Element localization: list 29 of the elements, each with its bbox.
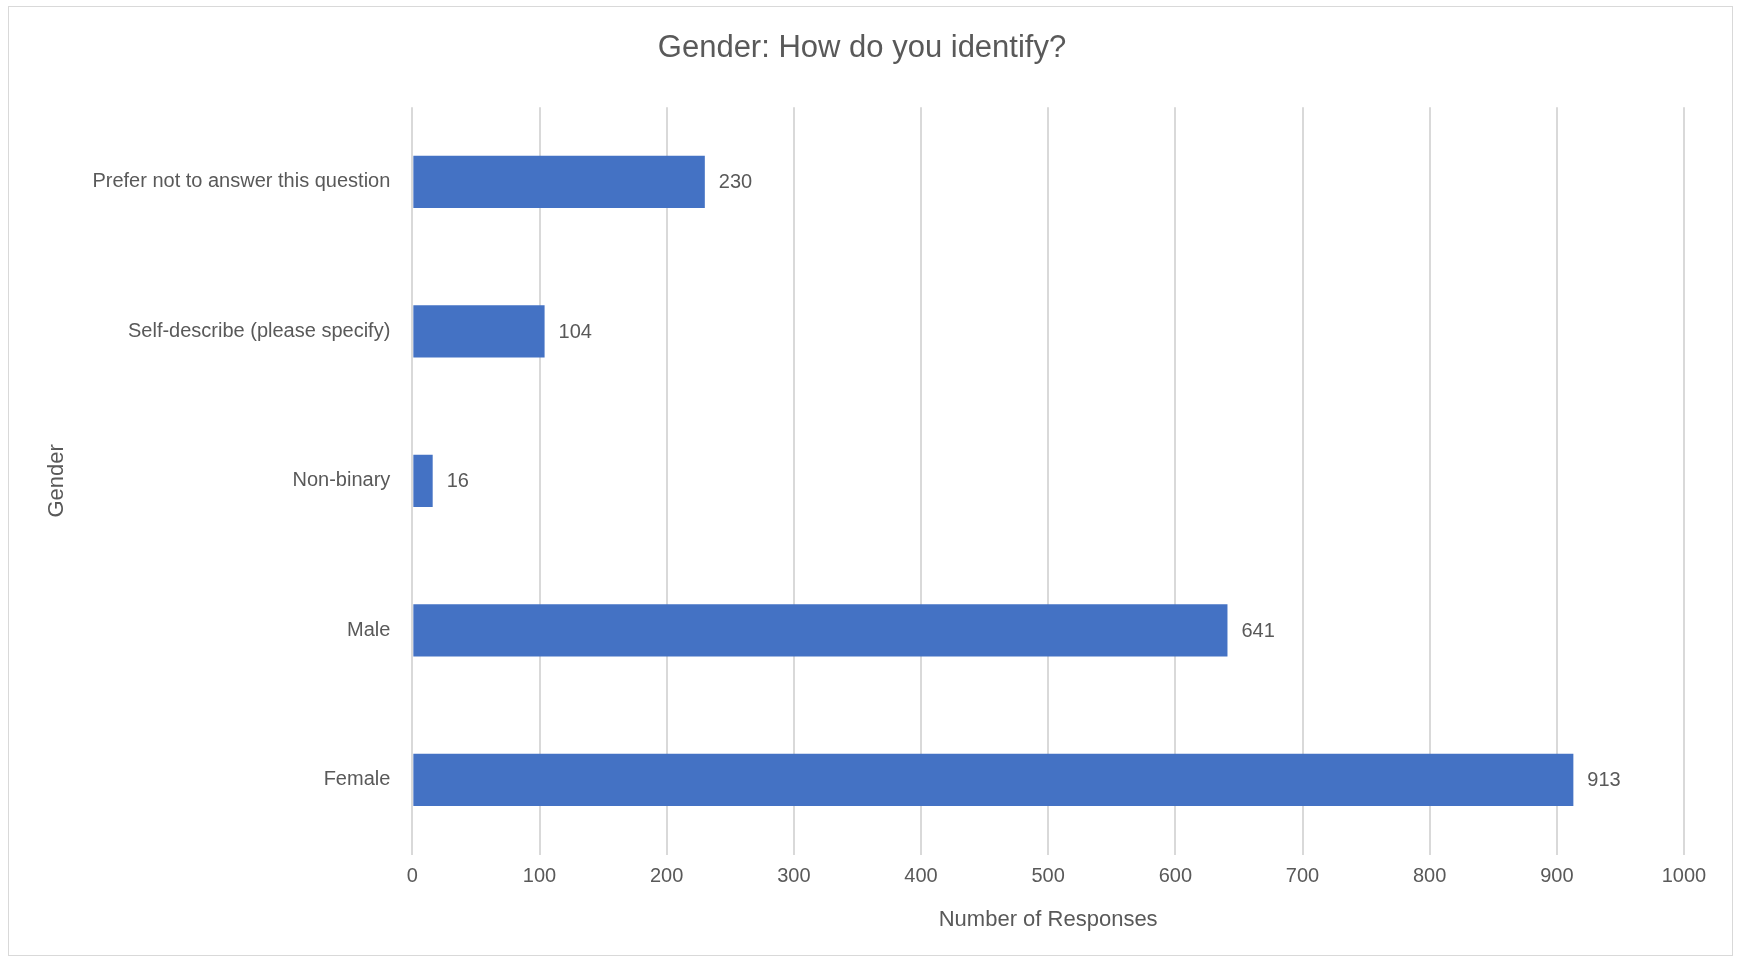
- y-tick-label: Female: [323, 767, 391, 790]
- x-tick-label: 900: [1540, 864, 1574, 887]
- x-tick-label: 200: [649, 864, 684, 887]
- data-label: 641: [1241, 618, 1275, 641]
- y-tick-label: Prefer not to answer this question: [92, 169, 391, 192]
- y-tick-label: Non-binary: [292, 468, 391, 491]
- x-tick-label: 600: [1158, 864, 1193, 887]
- bar: [413, 155, 705, 209]
- data-label: 16: [446, 469, 469, 492]
- x-axis-title: Number of Responses: [938, 905, 1158, 931]
- bar: [413, 604, 1228, 657]
- y-axis-title: Gender: [43, 444, 69, 518]
- data-label: 913: [1587, 768, 1621, 791]
- data-label: 104: [558, 319, 592, 342]
- data-label: 230: [718, 170, 753, 193]
- bar: [413, 753, 1574, 807]
- x-tick-label: 800: [1412, 864, 1447, 887]
- y-tick-label: Self-describe (please specify): [128, 318, 391, 341]
- x-tick-label: 300: [777, 864, 811, 887]
- x-tick-label: 100: [522, 864, 557, 887]
- x-tick-label: 0: [406, 864, 418, 887]
- y-tick-label: Male: [346, 617, 391, 640]
- chart-title: Gender: How do you identify?: [657, 29, 1067, 65]
- x-tick-label: 1000: [1661, 864, 1707, 887]
- x-tick-label: 700: [1285, 864, 1320, 887]
- x-tick-label: 500: [1031, 864, 1065, 887]
- x-tick-label: 400: [904, 864, 938, 887]
- bar: [413, 305, 545, 358]
- bar: [413, 454, 433, 508]
